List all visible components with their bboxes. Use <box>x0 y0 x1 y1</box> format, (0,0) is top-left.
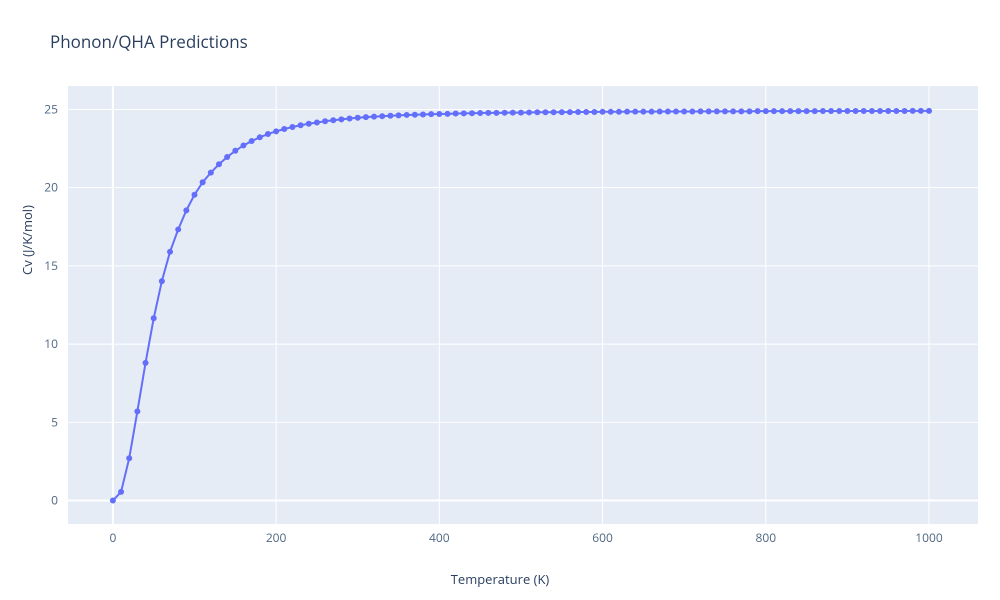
x-tick-label: 1000 <box>915 529 943 546</box>
y-tick-label: 5 <box>51 413 58 430</box>
chart-container: Phonon/QHA Predictions 02004006008001000… <box>0 0 1000 600</box>
y-tick-label: 15 <box>44 257 58 274</box>
y-tick-label: 10 <box>44 335 58 352</box>
y-tick-label: 25 <box>44 100 58 117</box>
y-axis-label: Cv (J/K/mol) <box>18 140 36 340</box>
chart-title: Phonon/QHA Predictions <box>50 30 248 53</box>
y-tick-label: 0 <box>51 492 58 509</box>
plot-area: 0 200 400 600 800 1000 0 5 10 15 20 25 <box>32 82 982 554</box>
x-tick-label: 800 <box>756 529 777 546</box>
x-tick-label: 0 <box>109 529 116 546</box>
x-axis-label: Temperature (K) <box>0 570 1000 588</box>
x-tick-label: 200 <box>266 529 287 546</box>
y-tick-label: 20 <box>44 179 58 196</box>
x-tick-label: 400 <box>429 529 450 546</box>
x-tick-label: 600 <box>592 529 613 546</box>
